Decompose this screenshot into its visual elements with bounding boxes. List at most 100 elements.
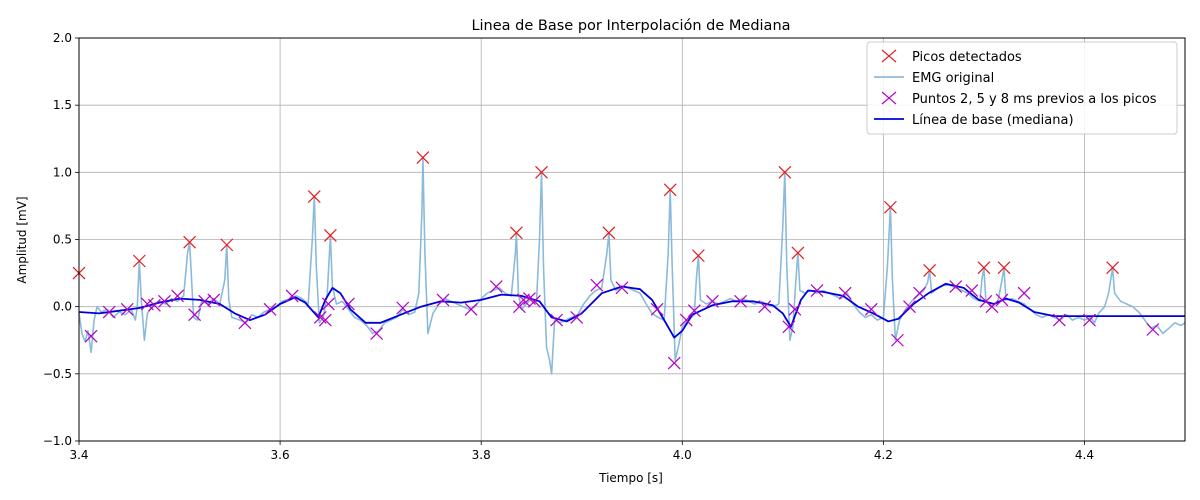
peak-marker bbox=[923, 263, 937, 277]
pre-peak-marker bbox=[396, 301, 410, 315]
pre-peak-marker bbox=[238, 316, 252, 330]
emg-line bbox=[78, 156, 1186, 375]
peak-marker bbox=[535, 165, 548, 179]
pre-peak-marker bbox=[318, 313, 332, 327]
pre-peak-marker bbox=[667, 356, 681, 370]
y-tick-label: −0.5 bbox=[43, 367, 72, 381]
pre-peak-marker bbox=[188, 308, 202, 322]
pre-peak-marker bbox=[1017, 286, 1031, 300]
pre-peak-marker bbox=[512, 300, 526, 314]
series-emg-original bbox=[78, 156, 1186, 375]
y-tick-label: 0.5 bbox=[53, 233, 72, 247]
y-tick-label: 0.0 bbox=[53, 300, 72, 314]
y-tick-label: 1.0 bbox=[53, 165, 72, 179]
legend-label-pre-points: Puntos 2, 5 y 8 ms previos a los picos bbox=[912, 92, 1157, 107]
pre-peak-marker bbox=[650, 302, 664, 316]
x-axis-label: Tiempo [s] bbox=[598, 471, 663, 485]
legend-marker-peaks bbox=[881, 49, 897, 63]
peak-marker bbox=[997, 261, 1011, 275]
pre-peak-marker bbox=[903, 300, 916, 314]
x-axis-ticks: 3.4 3.6 3.8 4.0 4.2 4.4 bbox=[69, 441, 1094, 462]
pre-peak-marker bbox=[147, 298, 161, 312]
peak-marker bbox=[883, 200, 897, 214]
pre-peak-marker bbox=[949, 280, 963, 293]
y-axis-label: Amplitud [mV] bbox=[15, 196, 29, 283]
pre-peak-marker bbox=[615, 281, 629, 295]
peak-marker bbox=[183, 235, 197, 249]
x-tick-label: 3.6 bbox=[271, 448, 290, 462]
pre-peak-marker bbox=[913, 286, 926, 300]
y-tick-label: −1.0 bbox=[43, 434, 72, 448]
pre-peak-marker bbox=[464, 302, 478, 316]
legend-label-emg: EMG original bbox=[912, 71, 994, 86]
pre-peak-marker bbox=[734, 294, 748, 308]
series-baseline-median bbox=[78, 282, 1185, 339]
pre-peak-marker bbox=[342, 297, 355, 311]
peak-marker bbox=[778, 165, 792, 179]
x-tick-label: 3.8 bbox=[472, 448, 491, 462]
peak-marker bbox=[509, 226, 523, 240]
legend: Picos detectados EMG original Puntos 2, … bbox=[866, 41, 1178, 135]
pre-peak-marker bbox=[550, 313, 564, 327]
peak-marker bbox=[220, 238, 234, 252]
pre-peak-marker bbox=[158, 294, 171, 308]
pre-peak-marker bbox=[864, 302, 878, 316]
legend-item-emg: EMG original bbox=[874, 71, 994, 86]
peak-marker bbox=[416, 151, 430, 164]
peak-marker bbox=[602, 226, 616, 240]
peak-marker bbox=[691, 249, 705, 263]
pre-peak-marker bbox=[207, 293, 221, 307]
y-tick-label: 1.5 bbox=[53, 98, 72, 112]
legend-marker-pre-points bbox=[881, 91, 897, 105]
pre-peak-marker bbox=[687, 304, 701, 318]
pre-peak-marker bbox=[171, 289, 184, 303]
pre-peak-marker bbox=[706, 294, 719, 308]
pre-peak-marker bbox=[102, 305, 116, 319]
pre-peak-marker bbox=[1146, 323, 1160, 336]
legend-item-peaks: Picos detectados bbox=[881, 49, 1022, 65]
legend-item-pre-points: Puntos 2, 5 y 8 ms previos a los picos bbox=[881, 91, 1157, 107]
y-axis-ticks: −1.0 −0.5 0.0 0.5 1.0 1.5 2.0 bbox=[43, 31, 79, 448]
pre-peak-marker bbox=[810, 284, 824, 297]
peak-marker bbox=[307, 190, 321, 203]
baseline-line bbox=[78, 282, 1185, 339]
pre-peak-marker bbox=[782, 320, 796, 334]
x-tick-label: 4.2 bbox=[874, 448, 893, 462]
pre-peak-marker bbox=[321, 297, 335, 311]
pre-peak-marker bbox=[788, 302, 802, 316]
pre-peak-marker bbox=[436, 293, 450, 307]
series-pre-peak-points bbox=[84, 278, 1160, 370]
legend-label-peaks: Picos detectados bbox=[912, 50, 1022, 65]
pre-peak-marker bbox=[285, 289, 299, 303]
y-tick-label: 2.0 bbox=[53, 31, 72, 45]
peak-marker bbox=[132, 254, 146, 268]
pre-peak-marker bbox=[1083, 313, 1096, 327]
legend-label-baseline: Línea de base (mediana) bbox=[912, 113, 1074, 128]
pre-peak-marker bbox=[679, 313, 693, 327]
x-tick-label: 3.4 bbox=[69, 448, 88, 462]
peak-marker bbox=[1106, 261, 1120, 275]
pre-peak-marker bbox=[985, 300, 999, 314]
series-detected-peaks bbox=[72, 151, 1120, 280]
pre-peak-marker bbox=[84, 329, 98, 343]
pre-peak-marker bbox=[995, 293, 1009, 307]
pre-peak-marker bbox=[570, 310, 584, 324]
pre-peak-marker bbox=[370, 327, 384, 340]
pre-peak-marker bbox=[891, 333, 904, 347]
pre-peak-marker bbox=[120, 302, 134, 316]
pre-peak-marker bbox=[1052, 313, 1066, 327]
legend-box bbox=[866, 41, 1178, 135]
pre-peak-marker bbox=[489, 280, 503, 293]
pre-peak-marker bbox=[528, 294, 541, 308]
legend-item-baseline: Línea de base (mediana) bbox=[874, 113, 1074, 128]
pre-peak-marker bbox=[758, 300, 772, 314]
chart-title: Linea de Base por Interpolación de Media… bbox=[471, 18, 790, 34]
peak-marker bbox=[977, 261, 991, 275]
peak-marker bbox=[791, 246, 805, 260]
x-tick-label: 4.4 bbox=[1075, 448, 1094, 462]
peak-marker bbox=[323, 229, 337, 242]
pre-peak-marker bbox=[590, 278, 604, 292]
pre-peak-marker bbox=[838, 286, 852, 300]
peak-marker bbox=[663, 183, 677, 197]
